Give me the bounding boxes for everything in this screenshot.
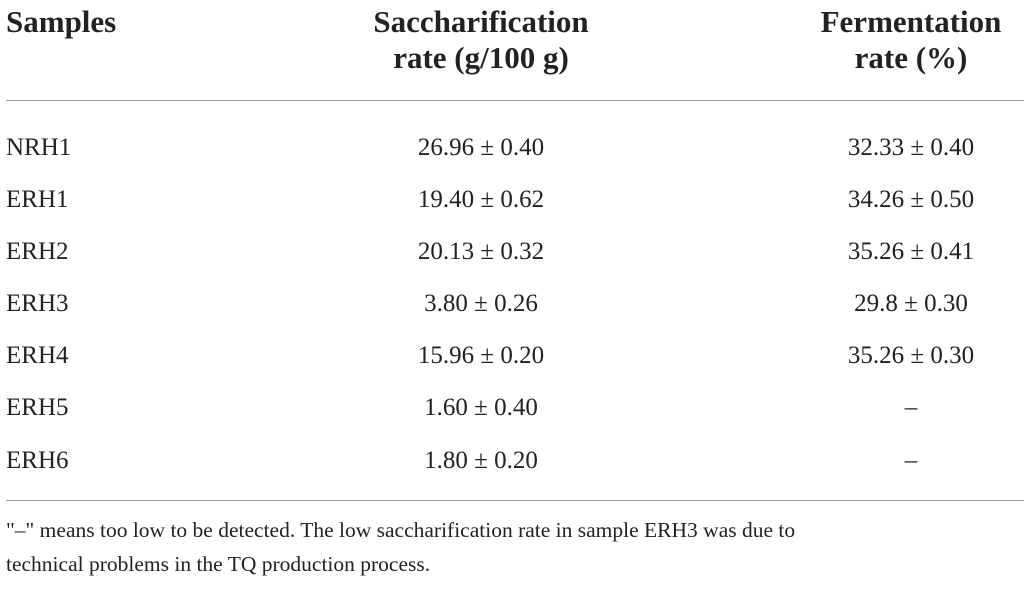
cell-saccharification: 15.96 ± 0.20: [417, 342, 545, 369]
header-saccharification: Saccharification rate (g/100 g): [346, 4, 616, 76]
cell-sample: ERH1: [6, 186, 69, 213]
header-saccharification-line1: Saccharification: [373, 4, 589, 39]
cell-fermentation: 29.8 ± 0.30: [854, 290, 968, 317]
table-row: ERH1 19.40 ± 0.62 34.26 ± 0.50: [6, 180, 1024, 220]
cell-fermentation: –: [904, 394, 918, 421]
cell-fermentation: 34.26 ± 0.50: [847, 186, 975, 213]
cell-fermentation: 32.33 ± 0.40: [847, 134, 975, 161]
cell-fermentation: –: [904, 447, 918, 474]
table-row: ERH2 20.13 ± 0.32 35.26 ± 0.41: [6, 232, 1024, 272]
header-saccharification-line2: rate (g/100 g): [393, 40, 569, 75]
header-fermentation-line2: rate (%): [854, 40, 968, 75]
cell-sample: ERH5: [6, 394, 69, 421]
header-fermentation-line1: Fermentation: [820, 4, 1002, 39]
cell-fermentation: 35.26 ± 0.30: [847, 342, 975, 369]
header-fermentation: Fermentation rate (%): [801, 4, 1021, 76]
table-footnote: "–" means too low to be detected. The lo…: [6, 513, 1026, 581]
footnote-line-1: "–" means too low to be detected. The lo…: [6, 518, 796, 542]
cell-sample: ERH6: [6, 447, 69, 474]
cell-sample: NRH1: [6, 134, 72, 161]
table-row: ERH3 3.80 ± 0.26 29.8 ± 0.30: [6, 284, 1024, 324]
header-samples: Samples: [6, 4, 116, 40]
cell-saccharification: 20.13 ± 0.32: [417, 238, 545, 265]
footnote-line-2: technical problems in the TQ production …: [6, 552, 431, 576]
table-row: ERH4 15.96 ± 0.20 35.26 ± 0.30: [6, 336, 1024, 376]
cell-saccharification: 3.80 ± 0.26: [424, 290, 538, 317]
cell-sample: ERH3: [6, 290, 69, 317]
cell-saccharification: 1.80 ± 0.20: [424, 447, 538, 474]
table-row: ERH5 1.60 ± 0.40 –: [6, 388, 1024, 428]
table-body: NRH1 26.96 ± 0.40 32.33 ± 0.40 ERH1 19.4…: [6, 101, 1024, 501]
cell-saccharification: 19.40 ± 0.62: [417, 186, 545, 213]
header-samples-label: Samples: [6, 4, 117, 39]
table-row: ERH6 1.80 ± 0.20 –: [6, 441, 1024, 481]
cell-fermentation: 35.26 ± 0.41: [847, 238, 975, 265]
cell-saccharification: 1.60 ± 0.40: [424, 394, 538, 421]
table-header: Samples Saccharification rate (g/100 g) …: [6, 0, 1024, 101]
table-row: NRH1 26.96 ± 0.40 32.33 ± 0.40: [6, 128, 1024, 168]
cell-saccharification: 26.96 ± 0.40: [417, 134, 545, 161]
cell-sample: ERH2: [6, 238, 69, 265]
cell-sample: ERH4: [6, 342, 69, 369]
data-table: Samples Saccharification rate (g/100 g) …: [6, 0, 1024, 501]
